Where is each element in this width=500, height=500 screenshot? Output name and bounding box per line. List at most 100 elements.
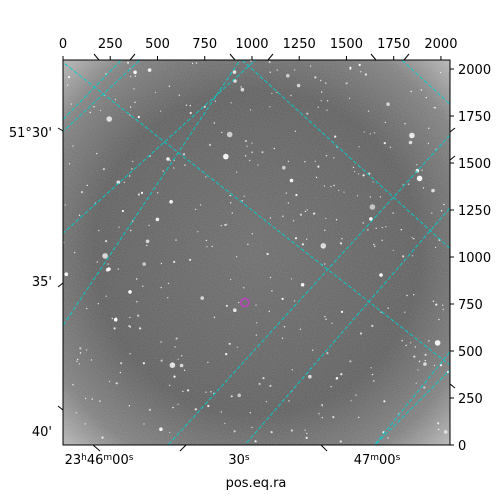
star bbox=[108, 380, 111, 383]
star bbox=[265, 400, 268, 403]
star bbox=[333, 184, 335, 187]
star bbox=[93, 106, 95, 108]
wcs-tick-mark bbox=[57, 127, 64, 132]
star bbox=[413, 238, 415, 240]
star bbox=[78, 363, 81, 365]
star bbox=[431, 212, 433, 214]
star bbox=[369, 217, 373, 221]
star bbox=[224, 422, 226, 425]
star bbox=[240, 87, 245, 92]
star bbox=[115, 317, 117, 319]
star bbox=[416, 164, 418, 166]
star bbox=[199, 204, 202, 206]
star bbox=[340, 310, 344, 313]
star bbox=[304, 210, 307, 213]
star bbox=[413, 294, 415, 296]
star bbox=[317, 106, 319, 108]
top-tick-label: 500 bbox=[145, 37, 170, 52]
star bbox=[139, 327, 142, 330]
star bbox=[255, 322, 258, 324]
star bbox=[293, 300, 296, 302]
star bbox=[281, 337, 284, 339]
star bbox=[128, 405, 131, 407]
star bbox=[230, 202, 232, 204]
star bbox=[406, 294, 408, 297]
star bbox=[113, 327, 116, 330]
star bbox=[137, 314, 140, 317]
star bbox=[213, 392, 215, 394]
star bbox=[211, 245, 213, 248]
star bbox=[135, 278, 138, 280]
star bbox=[134, 101, 136, 104]
star bbox=[314, 76, 317, 79]
star bbox=[340, 373, 343, 376]
star bbox=[432, 300, 435, 302]
star bbox=[269, 71, 271, 73]
star bbox=[294, 237, 298, 240]
star bbox=[116, 180, 121, 185]
star bbox=[129, 114, 131, 116]
star bbox=[286, 73, 290, 78]
star bbox=[442, 308, 444, 311]
star bbox=[325, 217, 327, 220]
wcs-tick-mark bbox=[57, 405, 64, 411]
star bbox=[251, 151, 253, 153]
star bbox=[154, 91, 157, 94]
star bbox=[371, 324, 374, 327]
star bbox=[295, 193, 298, 197]
star bbox=[98, 229, 100, 232]
star bbox=[306, 112, 309, 115]
star bbox=[72, 145, 74, 147]
star bbox=[372, 181, 374, 183]
star bbox=[79, 352, 82, 354]
right-tick-label: 750 bbox=[458, 298, 483, 313]
star bbox=[99, 109, 102, 112]
wcs-ticks bbox=[57, 53, 456, 452]
star bbox=[189, 258, 192, 261]
star bbox=[276, 69, 278, 71]
star bbox=[86, 184, 88, 187]
star bbox=[383, 400, 386, 403]
star bbox=[414, 346, 416, 348]
star bbox=[312, 349, 314, 351]
star bbox=[375, 227, 377, 229]
wcs-tick-mark bbox=[179, 444, 187, 452]
star bbox=[85, 349, 88, 351]
star bbox=[179, 363, 184, 368]
star bbox=[169, 384, 171, 387]
star bbox=[427, 142, 430, 145]
star bbox=[439, 71, 442, 74]
star bbox=[335, 219, 338, 221]
ra-label-2: 47m00s bbox=[354, 453, 401, 468]
star bbox=[175, 337, 178, 340]
star bbox=[113, 317, 118, 322]
star bbox=[333, 157, 335, 159]
wcs-tick-mark bbox=[449, 127, 456, 133]
star bbox=[213, 316, 216, 318]
star bbox=[128, 175, 131, 177]
star bbox=[67, 76, 71, 79]
star bbox=[313, 212, 316, 215]
star bbox=[208, 143, 212, 146]
star bbox=[132, 220, 134, 222]
star bbox=[231, 212, 233, 214]
star bbox=[108, 268, 110, 270]
star bbox=[173, 167, 175, 169]
star bbox=[160, 262, 163, 265]
star bbox=[282, 165, 286, 170]
star bbox=[146, 244, 148, 247]
star bbox=[89, 111, 91, 114]
star bbox=[410, 90, 412, 93]
star bbox=[224, 223, 227, 227]
star bbox=[425, 96, 427, 99]
star bbox=[373, 132, 376, 134]
star bbox=[166, 157, 170, 161]
star bbox=[172, 406, 174, 409]
right-tick-label: 0 bbox=[458, 439, 466, 454]
star bbox=[169, 159, 171, 162]
star bbox=[266, 252, 269, 256]
star bbox=[434, 340, 441, 346]
star bbox=[443, 203, 445, 206]
dec-label-1: 35' bbox=[32, 275, 52, 290]
